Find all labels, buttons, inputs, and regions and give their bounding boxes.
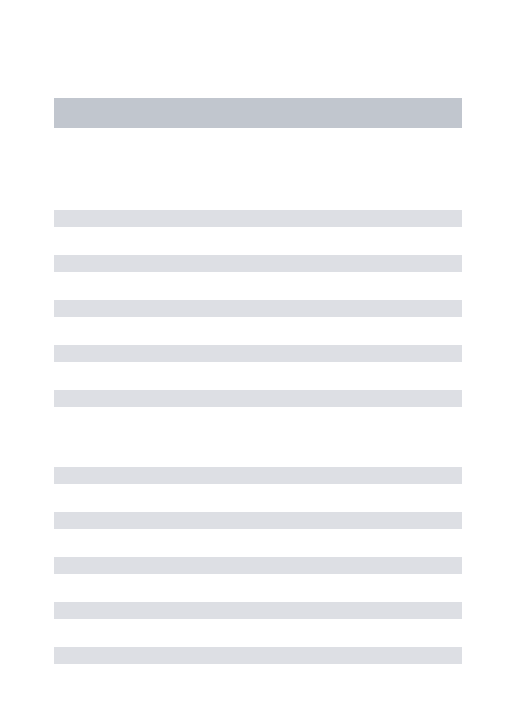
skeleton-container [0, 0, 516, 664]
skeleton-line [54, 602, 462, 619]
skeleton-gap [54, 407, 462, 467]
skeleton-line [54, 647, 462, 664]
skeleton-header [54, 98, 462, 128]
skeleton-line-group-2 [54, 467, 462, 664]
skeleton-line [54, 390, 462, 407]
skeleton-line [54, 345, 462, 362]
skeleton-line [54, 300, 462, 317]
skeleton-line [54, 557, 462, 574]
skeleton-line [54, 210, 462, 227]
skeleton-line [54, 467, 462, 484]
skeleton-line-group-1 [54, 210, 462, 407]
skeleton-line [54, 255, 462, 272]
skeleton-line [54, 512, 462, 529]
